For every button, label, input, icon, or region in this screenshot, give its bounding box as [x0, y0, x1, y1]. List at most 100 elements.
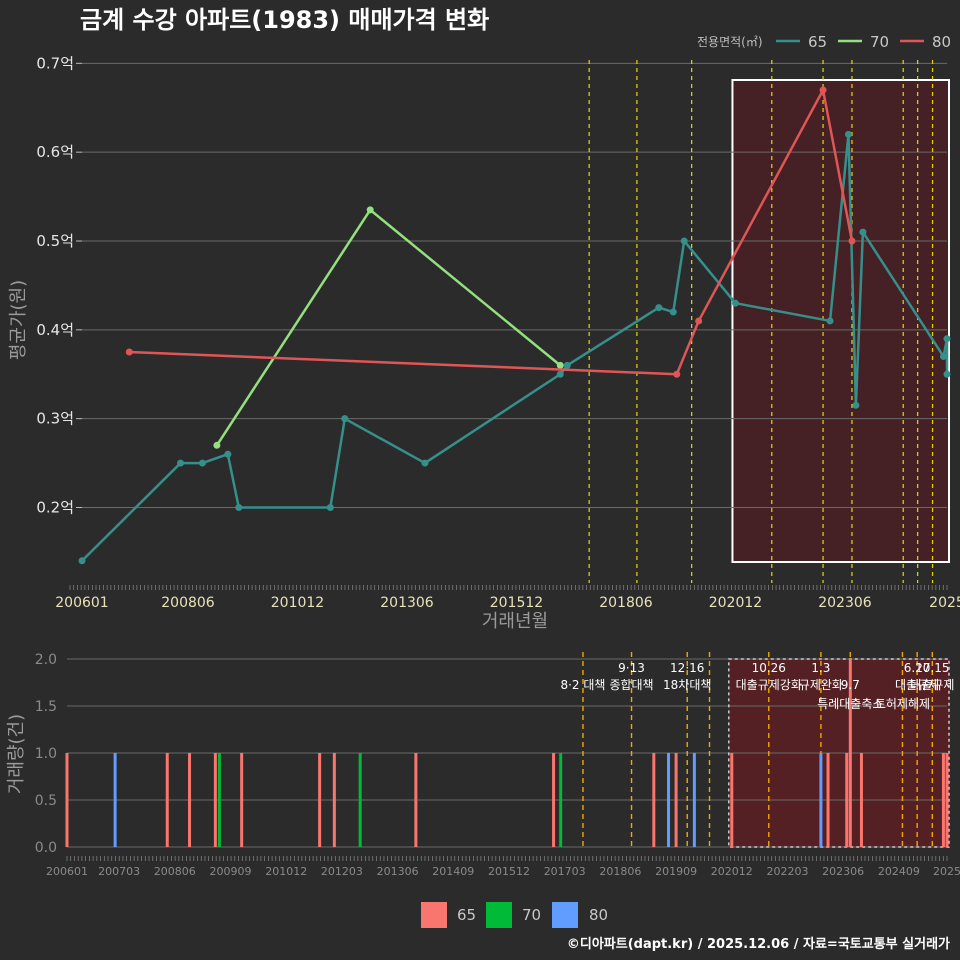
policy-annotation: 10.15: [915, 661, 949, 675]
data-point-65: [852, 401, 860, 409]
volume-bar-65: [65, 753, 69, 847]
policy-annotation: 9.7: [841, 678, 860, 692]
legend-swatch-70: [486, 902, 512, 928]
policy-annotation: 대출규제: [895, 678, 939, 692]
y-tick-label: 0.7억: [36, 54, 74, 72]
data-point-80: [848, 237, 856, 245]
volume-bar-65: [652, 753, 656, 847]
x-tick-label: 201703: [544, 865, 586, 878]
volume-bar-65: [414, 753, 418, 847]
data-point-65: [943, 370, 951, 378]
y-tick-label: 0.5: [35, 793, 57, 809]
data-point-65: [421, 459, 429, 467]
policy-annotation: 대출규제: [910, 678, 954, 692]
volume-bar-65: [240, 753, 244, 847]
y-tick-label: 0.0: [35, 840, 57, 856]
x-tick-label: 202306: [822, 865, 864, 878]
x-tick-label: 201806: [599, 595, 653, 611]
volume-chart: 0.0 0.5 1.0 1.5 2.0 8·2 대책 9·13 종합대책 12·16 18차대책 1…: [6, 652, 960, 878]
volume-bar-65: [318, 753, 322, 847]
data-point-65: [859, 228, 867, 236]
y-tick-label: 1.5: [35, 699, 57, 715]
x-tick-label: 200703: [98, 865, 140, 878]
x-tick-label: 201012: [265, 865, 307, 878]
y-axis-label: 거래량(건): [6, 714, 27, 794]
x-tick-label: 201512: [490, 595, 543, 611]
data-point-70: [213, 441, 221, 449]
volume-bar-65: [552, 753, 556, 847]
data-point-80: [819, 86, 827, 94]
data-point-70: [556, 361, 564, 369]
data-point-80: [125, 348, 133, 356]
legend-label-65: 65: [457, 906, 476, 924]
data-point-65: [680, 237, 688, 245]
x-tick-label: 202409: [878, 865, 920, 878]
data-point-65: [224, 450, 232, 458]
volume-bar-70: [559, 753, 563, 847]
x-tick-label: 201306: [377, 865, 419, 878]
x-tick-label: 202203: [766, 865, 808, 878]
policy-annotation: 규제완화: [799, 678, 843, 692]
policy-annotation: 1.3: [811, 661, 830, 675]
x-tick-label: 201306: [380, 595, 434, 611]
volume-bar-65: [730, 753, 734, 847]
footer-credit: ©디아파트(dapt.kr) / 2025.12.06 / 자료=국토교통부 실…: [567, 936, 950, 952]
data-point-80: [673, 370, 681, 378]
x-tick-label: 201806: [599, 865, 641, 878]
policy-annotation: 6.27: [904, 661, 931, 675]
y-tick-label: 0.6억: [36, 143, 74, 161]
volume-bar-65: [826, 753, 830, 847]
legend-label-65: 65: [808, 33, 827, 51]
volume-bar-65: [332, 753, 336, 847]
x-tick-label: 200806: [161, 595, 215, 611]
policy-annotation: 특례대출축소: [817, 697, 883, 711]
y-tick-label: 0.3억: [36, 410, 74, 428]
volume-bar-80: [113, 753, 117, 847]
x-tick-label: 201409: [432, 865, 474, 878]
volume-bar-65: [941, 753, 945, 847]
volume-bar-80: [819, 753, 823, 847]
highlight-border: [728, 658, 950, 848]
data-point-65: [556, 370, 564, 378]
data-point-65: [655, 304, 663, 312]
data-point-65: [563, 361, 571, 369]
series-line-70: [215, 208, 562, 446]
data-point-65: [943, 335, 951, 343]
x-tick-label: 200601: [46, 865, 88, 878]
x-tick-label: 202012: [709, 595, 762, 611]
policy-annotation: 12·16: [670, 661, 704, 675]
price-chart: 전용면적(㎡) 65 70 80 0.2억 0.3억 0.4억 0.5억 0.6억 0.7억 200…: [8, 33, 960, 632]
legend-label-70: 70: [870, 33, 889, 51]
x-tick-label: 200909: [210, 865, 252, 878]
x-axis-label: 거래년월: [482, 611, 548, 632]
x-tick-label: 2025: [933, 865, 960, 878]
volume-bar-65: [848, 659, 852, 847]
volume-legend: 65 70 80: [421, 902, 608, 928]
y-axis-label: 평균가(원): [8, 280, 29, 360]
policy-annotation: 8·2 대책: [560, 677, 605, 692]
volume-bar-65: [213, 753, 217, 847]
volume-bar-65: [859, 753, 863, 847]
x-tick-label: 201012: [271, 595, 324, 611]
data-point-65: [844, 130, 852, 138]
legend-swatch-80: [552, 902, 578, 928]
data-point-65: [177, 459, 185, 467]
policy-annotation: 10.26: [752, 661, 786, 675]
volume-bar-65: [165, 753, 169, 847]
data-point-65: [341, 415, 349, 423]
x-tick-label: 201909: [655, 865, 697, 878]
legend-label-80: 80: [589, 906, 608, 924]
legend-title: 전용면적(㎡): [697, 35, 763, 49]
y-tick-label: 2.0: [35, 652, 57, 668]
y-tick-label: 0.5억: [36, 232, 74, 250]
y-tick-label: 0.2억: [36, 498, 74, 516]
data-point-65: [235, 503, 243, 511]
volume-bar-80: [667, 753, 671, 847]
data-point-65: [731, 299, 739, 307]
x-tick-label: 201203: [321, 865, 363, 878]
data-point-65: [198, 459, 206, 467]
data-point-70: [366, 206, 374, 214]
legend-label-70: 70: [522, 906, 541, 924]
x-tick-label: 202012: [711, 865, 753, 878]
